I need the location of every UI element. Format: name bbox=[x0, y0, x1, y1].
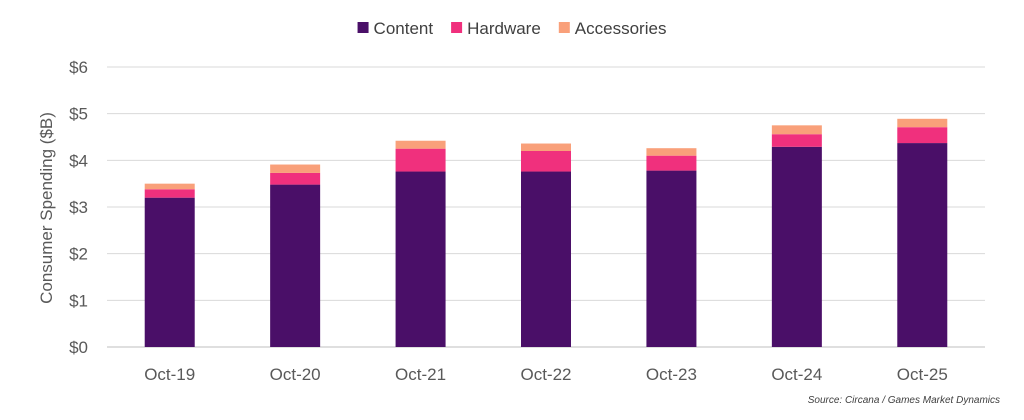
legend-swatch bbox=[357, 22, 369, 33]
y-tick-label: $2 bbox=[69, 245, 88, 264]
bar-segment-content bbox=[144, 197, 195, 347]
legend-swatch bbox=[558, 22, 570, 33]
x-tick-label: Oct-25 bbox=[897, 365, 948, 384]
legend-label: Content bbox=[374, 19, 434, 38]
bar-segment-content bbox=[270, 184, 321, 347]
x-tick-label: Oct-24 bbox=[771, 365, 822, 384]
x-tick-label: Oct-21 bbox=[395, 365, 446, 384]
y-tick-label: $6 bbox=[69, 58, 88, 77]
bar-segment-hardware bbox=[646, 155, 697, 171]
bar-segment-content bbox=[646, 170, 697, 347]
bar-segment-hardware bbox=[395, 148, 446, 172]
bar-segment-content bbox=[521, 171, 571, 347]
x-tick-label: Oct-20 bbox=[270, 365, 321, 384]
bar-segment-accessories bbox=[897, 118, 948, 128]
source-note: Source: Circana / Games Market Dynamics bbox=[808, 395, 1000, 406]
legend-label: Hardware bbox=[467, 19, 541, 38]
legend-swatch bbox=[451, 22, 463, 33]
y-tick-label: $5 bbox=[69, 105, 88, 124]
x-tick-label: Oct-23 bbox=[646, 365, 697, 384]
y-tick-label: $4 bbox=[69, 151, 88, 170]
legend-item: Hardware bbox=[451, 19, 541, 38]
y-tick-label: $0 bbox=[69, 338, 88, 357]
bar-segment-content bbox=[897, 143, 948, 347]
y-axis-ticks: $0 $1 $2 $3 $4 $5 $6 bbox=[69, 58, 88, 357]
x-tick-label: Oct-19 bbox=[144, 365, 195, 384]
bar-segment-accessories bbox=[395, 140, 446, 149]
bar-segment-content bbox=[395, 171, 446, 347]
bar-segment-accessories bbox=[771, 125, 822, 135]
bar-segment-hardware bbox=[897, 127, 948, 144]
bar-segment-accessories bbox=[646, 148, 697, 156]
bar-segment-hardware bbox=[270, 172, 321, 185]
legend-item: Content bbox=[357, 19, 434, 38]
legend-item: Accessories bbox=[558, 19, 667, 38]
y-tick-label: $3 bbox=[69, 198, 88, 217]
bar-segment-content bbox=[771, 146, 822, 347]
x-tick-label: Oct-22 bbox=[520, 365, 571, 384]
bar-segment-hardware bbox=[521, 151, 571, 172]
bar-segment-accessories bbox=[270, 164, 321, 173]
bars bbox=[144, 118, 948, 347]
x-axis-ticks: Oct-19 Oct-20 Oct-21 Oct-22 Oct-23 Oct-24 Oct-… bbox=[144, 365, 948, 384]
bar-segment-accessories bbox=[144, 183, 195, 190]
legend-label: Accessories bbox=[575, 19, 667, 38]
bar-segment-accessories bbox=[521, 143, 571, 151]
legend: Content Hardware Accessories bbox=[357, 19, 667, 38]
y-axis-title: Consumer Spending ($B) bbox=[37, 112, 56, 304]
bar-segment-hardware bbox=[771, 134, 822, 147]
y-tick-label: $1 bbox=[69, 291, 88, 310]
bar-segment-hardware bbox=[144, 189, 195, 198]
